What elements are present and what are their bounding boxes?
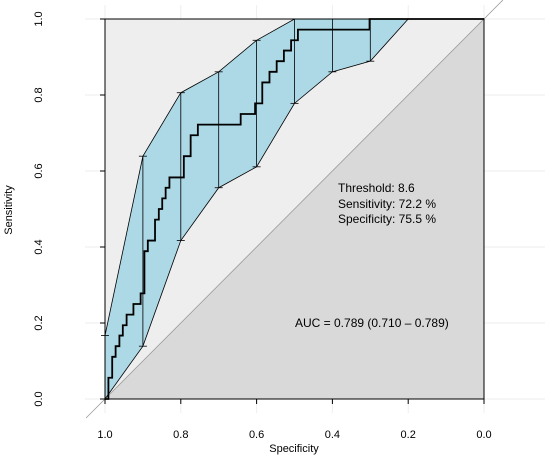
axis-layer: [100, 18, 485, 404]
roc-curve: [105, 18, 484, 400]
x-tick-label: 0.8: [173, 429, 188, 441]
y-tick-label: 0.4: [33, 239, 45, 254]
threshold-annotation: Threshold: 8.6: [338, 181, 415, 195]
auc-annotation: AUC = 0.789 (0.710 – 0.789): [295, 316, 449, 330]
diagonal-reference-line: [85, 0, 504, 419]
x-axis-label: Specificity: [269, 443, 319, 455]
y-tick-label: 1.0: [33, 11, 45, 26]
y-axis-label: Sensitivity: [3, 185, 15, 235]
y-tick-label: 0.8: [33, 87, 45, 102]
text-layer: Specificity Sensitivity Threshold: 8.6 S…: [3, 11, 492, 455]
specificity-annotation: Specificity: 75.5 %: [338, 212, 436, 226]
sensitivity-annotation: Sensitivity: 72.2 %: [338, 197, 436, 211]
x-tick-label: 0.2: [401, 429, 416, 441]
y-tick-label: 0.6: [33, 163, 45, 178]
y-tick-label: 0.2: [33, 315, 45, 330]
x-tick-label: 0.0: [476, 429, 491, 441]
x-tick-label: 0.4: [325, 429, 340, 441]
x-tick-label: 0.6: [249, 429, 264, 441]
x-tick-label: 1.0: [97, 429, 112, 441]
y-tick-label: 0.0: [33, 391, 45, 406]
plot-frame: [104, 18, 485, 400]
roc-curve-layer: [105, 18, 484, 400]
